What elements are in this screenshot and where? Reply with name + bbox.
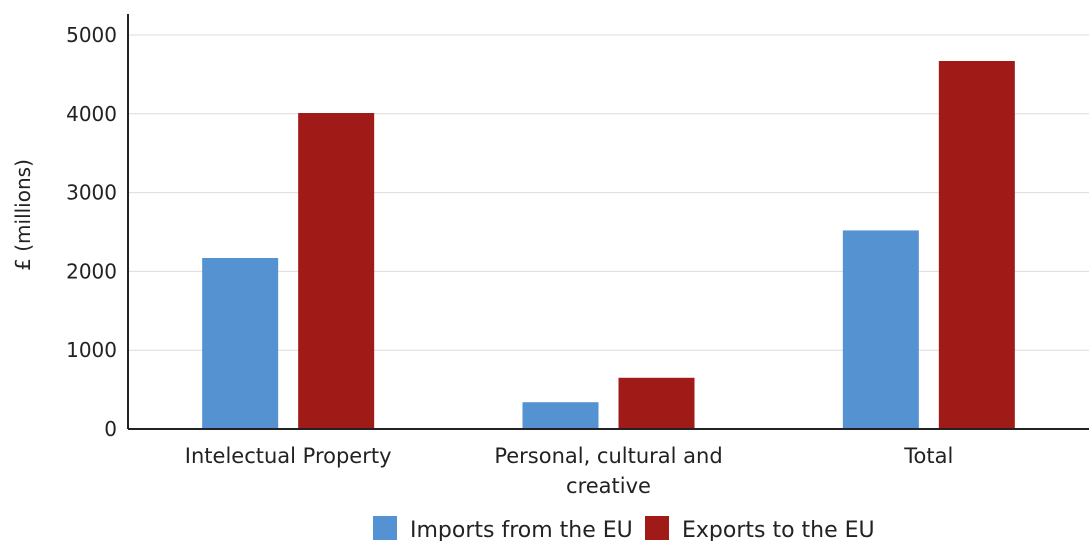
bar-imports <box>522 402 599 429</box>
x-category-label: Intelectual Property <box>185 444 392 468</box>
y-tick-label: 0 <box>104 417 117 441</box>
x-category-label: creative <box>566 474 651 498</box>
bar-exports <box>618 377 695 429</box>
y-axis-tick-labels: 0 1000 2000 3000 4000 5000 <box>66 23 117 441</box>
x-category-label: Total <box>903 444 953 468</box>
legend-swatch <box>645 516 669 540</box>
y-axis-title: £ (millions) <box>11 159 35 271</box>
legend-swatch <box>373 516 397 540</box>
bar-exports <box>938 61 1015 430</box>
gridlines <box>128 34 1089 351</box>
bar-exports <box>298 113 375 430</box>
bars <box>202 61 1015 430</box>
legend: Imports from the EU Exports to the EU <box>373 516 875 541</box>
y-tick-label: 4000 <box>66 102 117 126</box>
y-tick-label: 2000 <box>66 259 117 283</box>
bar-imports <box>842 230 919 429</box>
y-tick-label: 5000 <box>66 23 117 47</box>
y-tick-label: 3000 <box>66 181 117 205</box>
legend-label: Imports from the EU <box>410 518 633 541</box>
bar-imports <box>202 258 279 429</box>
x-axis-category-labels: Intelectual Property Personal, cultural a… <box>185 444 954 498</box>
x-category-label: Personal, cultural and <box>494 444 722 468</box>
legend-label: Exports to the EU <box>682 518 875 541</box>
y-tick-label: 1000 <box>66 338 117 362</box>
